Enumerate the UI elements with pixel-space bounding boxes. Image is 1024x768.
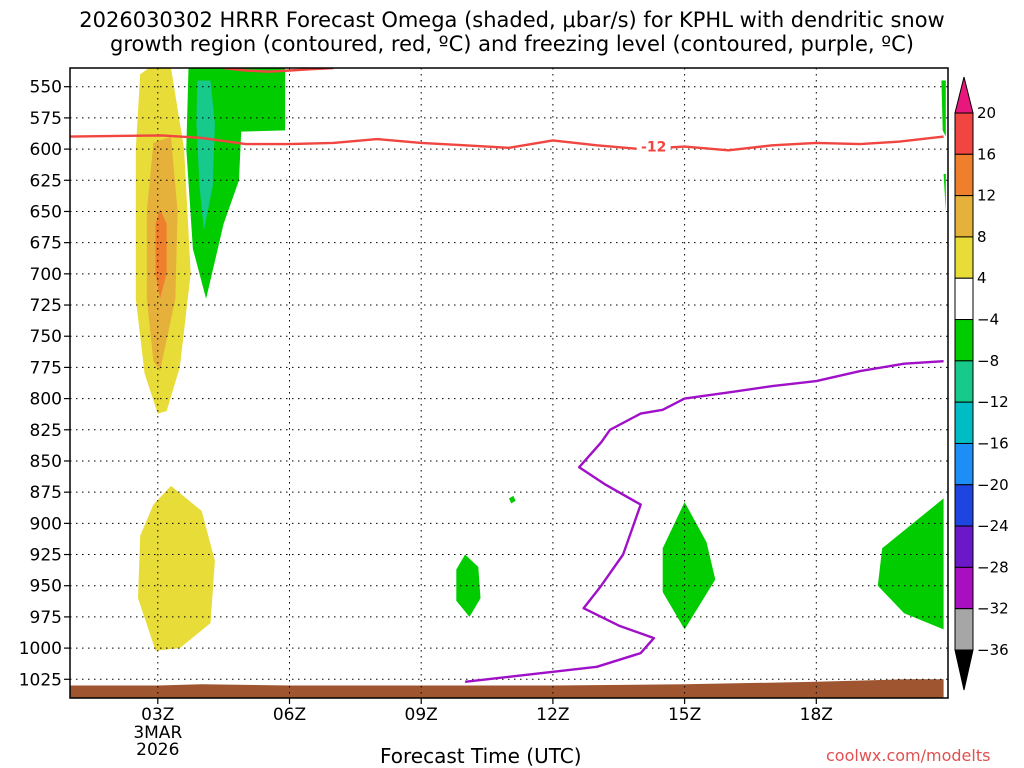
y-tick-label: 1025	[19, 670, 62, 690]
colorbar-bin-4	[954, 236, 974, 279]
colorbar-label: 12	[977, 187, 996, 205]
colorbar-label: −4	[977, 311, 999, 329]
y-tick-label: 950	[30, 577, 62, 597]
colorbar-top-arrow	[954, 76, 974, 114]
axes: 550 575 600 625 650 675 700 725 750 775 800 825 850 8…	[19, 67, 949, 760]
y-tick-label: 600	[30, 140, 62, 160]
contour-1	[223, 68, 334, 73]
y-tick-label: 850	[30, 452, 62, 472]
y-tick-label: 875	[30, 483, 62, 503]
colorbar-bin-13	[954, 608, 974, 651]
plot-fills	[70, 68, 946, 698]
plot-frame	[69, 67, 949, 699]
colorbar-label: −8	[977, 352, 999, 370]
y-tick-label: 725	[30, 296, 62, 316]
y-tick-label: 675	[30, 234, 62, 254]
y-tick-label: 975	[30, 608, 62, 628]
colorbar-label: 16	[977, 145, 996, 163]
x-tick-sublabel: 3MAR	[133, 723, 182, 743]
colorbar-bin-10	[954, 484, 974, 527]
colorbar-label: 20	[977, 104, 996, 122]
colorbar-bin-6	[954, 319, 974, 362]
omega-region-11	[509, 495, 516, 504]
y-tick-label: 800	[30, 390, 62, 410]
contour-2	[464, 360, 944, 683]
x-tick-label: 06Z	[273, 705, 306, 725]
contour-label: -12	[641, 140, 666, 156]
credit-link[interactable]: coolwx.com/modelts	[826, 746, 991, 765]
colorbar-label: −16	[977, 434, 1009, 452]
terrain	[70, 679, 944, 698]
colorbar-label: 4	[977, 269, 987, 287]
colorbar-bin-1	[954, 112, 974, 155]
colorbar-label: −20	[977, 476, 1009, 494]
x-tick-label: 03Z	[141, 705, 174, 725]
omega-region-5	[196, 80, 215, 231]
x-tick-sublabel: 2026	[136, 740, 179, 760]
colorbar-label: −32	[977, 600, 1009, 618]
colorbar-bin-9	[954, 442, 974, 486]
omega-region-2	[155, 209, 167, 299]
omega-region-9	[941, 80, 946, 137]
grid-lines	[70, 68, 948, 698]
colorbar-bin-12	[954, 566, 974, 610]
omega-region-10	[943, 174, 946, 212]
omega-region-3	[138, 485, 215, 651]
contour-label-bg	[636, 137, 671, 156]
x-tick-label: 15Z	[668, 705, 701, 725]
x-tick-label: 09Z	[405, 705, 438, 725]
colorbar-bin-5	[954, 277, 974, 321]
y-tick-label: 775	[30, 358, 62, 378]
colorbar-label: −24	[977, 517, 1009, 535]
colorbar-bottom-arrow	[954, 649, 974, 691]
y-tick-label: 825	[30, 421, 62, 441]
colorbar: 20 16 12 8 4 −4 −8 −12 −16 −20 −24 −28 −32 −36	[954, 76, 1009, 691]
y-tick-label: 625	[30, 171, 62, 191]
y-tick-label: 750	[30, 327, 62, 347]
colorbar-bin-11	[954, 525, 974, 568]
y-tick-label: 550	[30, 78, 62, 98]
colorbar-label: −12	[977, 393, 1009, 411]
x-tick-label: 18Z	[800, 705, 833, 725]
colorbar-bin-2	[954, 153, 974, 197]
y-tick-label: 900	[30, 514, 62, 534]
contour-lines: -12	[70, 68, 944, 683]
chart-title: 2026030302 HRRR Forecast Omega (shaded, …	[79, 8, 945, 56]
omega-region-7	[662, 502, 716, 630]
colorbar-bin-7	[954, 360, 974, 403]
y-tick-label: 575	[30, 109, 62, 129]
colorbar-label: 8	[977, 228, 987, 246]
y-tick-label: 700	[30, 265, 62, 285]
omega-region-8	[877, 498, 944, 630]
colorbar-bin-8	[954, 401, 974, 444]
contour-0	[70, 134, 944, 152]
y-tick-label: 1000	[19, 639, 62, 659]
x-tick-label: 12Z	[536, 705, 569, 725]
x-axis-label: Forecast Time (UTC)	[380, 744, 582, 768]
colorbar-bin-3	[954, 195, 974, 238]
colorbar-label: −36	[977, 641, 1009, 659]
omega-region-6	[456, 554, 481, 617]
y-tick-label: 650	[30, 202, 62, 222]
y-tick-label: 925	[30, 546, 62, 566]
colorbar-label: −28	[977, 558, 1009, 576]
